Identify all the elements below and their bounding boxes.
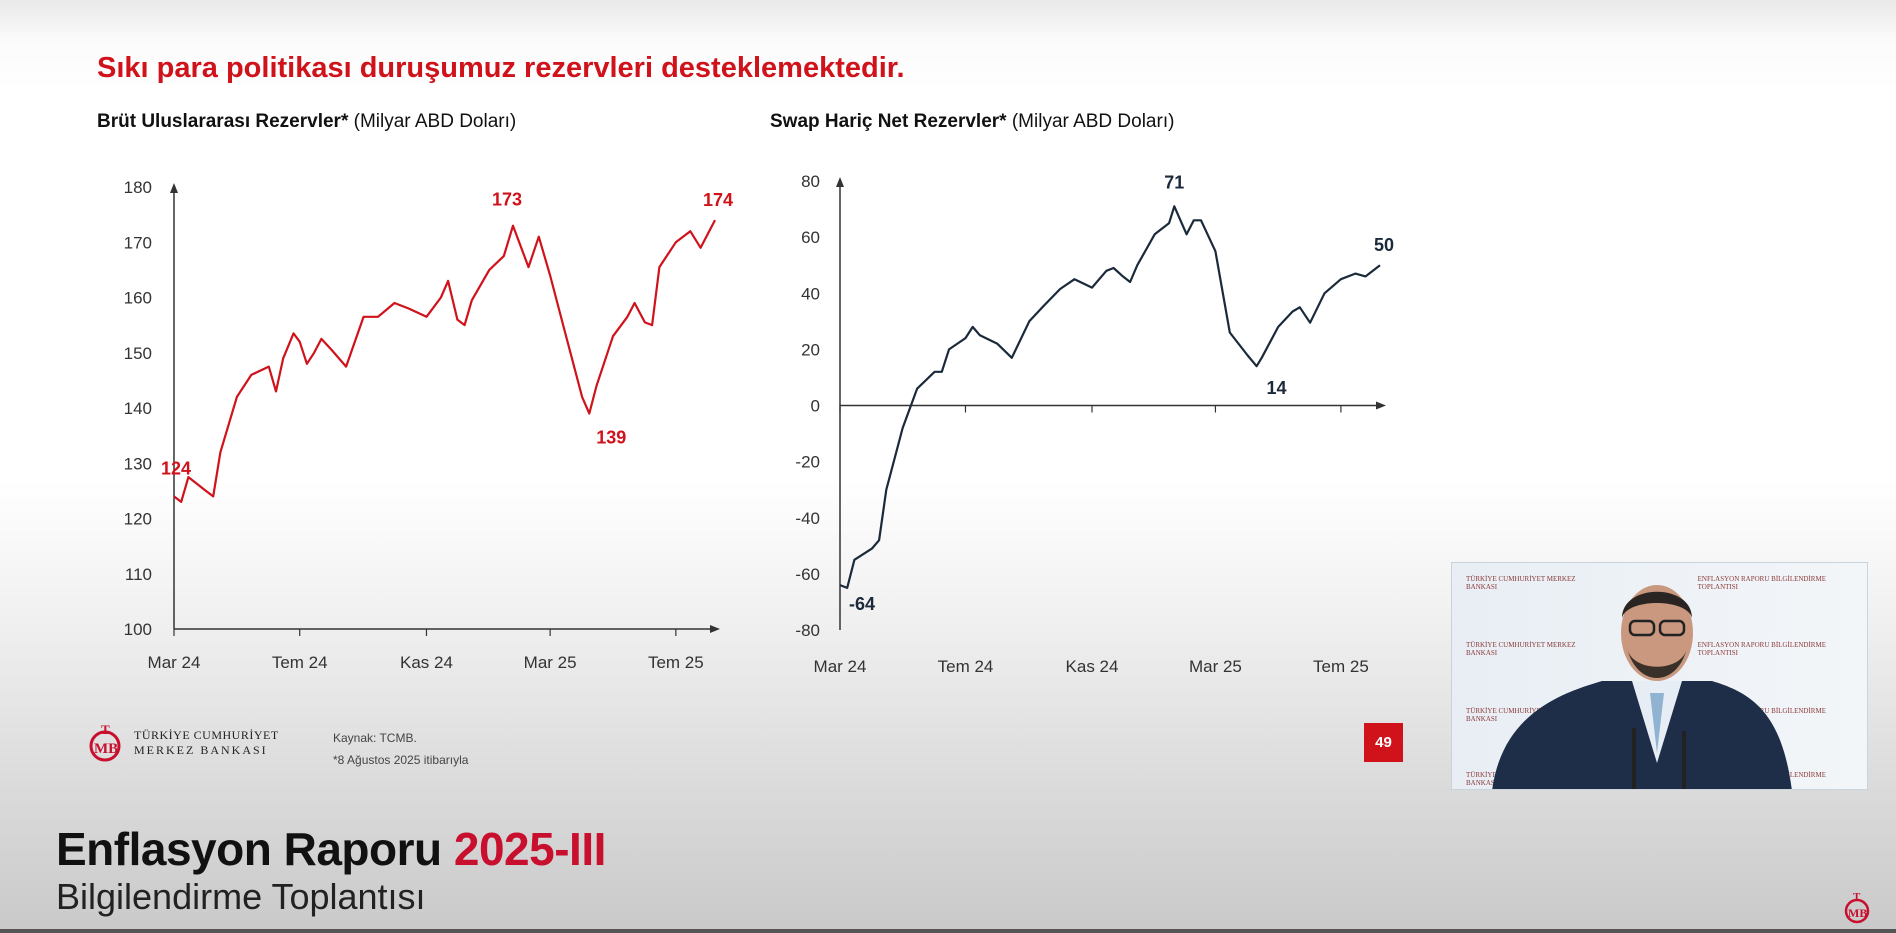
banner-title: Enflasyon Raporu 2025-III xyxy=(56,822,606,876)
y-axis-arrow-icon xyxy=(836,177,844,187)
slide-title: Sıkı para politikası duruşumuz rezervler… xyxy=(97,52,905,84)
y-tick-label: -80 xyxy=(795,621,820,640)
chart-title-bold: Swap Hariç Net Rezervler* xyxy=(770,111,1007,132)
x-axis-arrow-icon xyxy=(710,625,720,633)
x-tick-label: Kas 24 xyxy=(400,653,453,672)
x-tick-label: Kas 24 xyxy=(1066,657,1119,676)
y-tick-label: 40 xyxy=(801,284,820,303)
logo-line-1: TÜRKİYE CUMHURİYET xyxy=(134,728,279,742)
y-tick-label: 0 xyxy=(811,397,820,416)
y-tick-label: 140 xyxy=(124,399,152,418)
svg-text:T: T xyxy=(101,722,110,737)
page-number-badge: 49 xyxy=(1364,723,1403,762)
speaker-video-inset: TÜRKİYE CUMHURİYET MERKEZ BANKASI ENFLASY… xyxy=(1451,562,1868,790)
data-label: 124 xyxy=(161,458,191,478)
series-line xyxy=(839,205,1381,589)
tcmb-logo: MB T TÜRKİYE CUMHURİYET MERKEZ BANKASI xyxy=(88,722,279,764)
y-axis-arrow-icon xyxy=(170,183,178,193)
banner-subtitle: Bilgilendirme Toplantısı xyxy=(56,876,426,917)
source-text: Kaynak: TCMB. xyxy=(333,731,417,745)
x-tick-label: Tem 25 xyxy=(1313,657,1369,676)
y-tick-label: -20 xyxy=(795,453,820,472)
y-tick-label: 170 xyxy=(124,233,152,252)
x-tick-label: Mar 25 xyxy=(1189,657,1242,676)
chart-2: -80 -60 -40 -20 0 20 40 60 80 Mar 24 Tem 24 Kas 24 M… xyxy=(795,172,1394,676)
data-label: 173 xyxy=(492,190,522,210)
data-label: 71 xyxy=(1164,172,1184,192)
chart-title-unit: (Milyar ABD Doları) xyxy=(1011,111,1175,132)
y-tick-label: 80 xyxy=(801,172,820,191)
chart-1: 100 110 120 130 140 150 160 170 180 Mar 24 Tem 24 K… xyxy=(124,178,733,672)
y-tick-label: 100 xyxy=(124,620,152,639)
logo-text: TÜRKİYE CUMHURİYET MERKEZ BANKASI xyxy=(134,728,279,758)
data-label: 174 xyxy=(703,190,733,210)
y-tick-label: 110 xyxy=(125,565,152,584)
logo-line-2: MERKEZ BANKASI xyxy=(134,743,268,757)
y-tick-label: -40 xyxy=(795,509,820,528)
tcmb-emblem-icon: MB T xyxy=(88,722,128,764)
y-tick-label: 20 xyxy=(801,340,820,359)
series-line xyxy=(173,219,716,503)
chart-title-net-reserves: Swap Hariç Net Rezervler* (Milyar ABD Do… xyxy=(770,111,1174,133)
x-tick-label: Mar 25 xyxy=(524,653,577,672)
chart-title-bold: Brüt Uluslararası Rezervler* xyxy=(97,111,349,132)
y-tick-label: 150 xyxy=(124,344,152,363)
banner-title-text: Enflasyon Raporu xyxy=(56,823,442,875)
tcmb-corner-logo-icon: MB T xyxy=(1842,890,1876,926)
x-tick-label: Mar 24 xyxy=(148,653,201,672)
y-tick-label: 60 xyxy=(801,228,820,247)
x-axis-arrow-icon xyxy=(1376,401,1386,410)
y-tick-label: 130 xyxy=(124,454,152,473)
data-label: 139 xyxy=(596,428,626,448)
x-tick-label: Tem 25 xyxy=(648,653,704,672)
x-tick-label: Mar 24 xyxy=(814,657,867,676)
source-note: Kaynak: TCMB. *8 Ağustos 2025 itibarıyla xyxy=(333,727,468,771)
footnote-text: *8 Ağustos 2025 itibarıyla xyxy=(333,753,469,767)
banner-edition: 2025-III xyxy=(453,823,607,875)
y-tick-label: 180 xyxy=(124,178,152,197)
y-tick-label: 160 xyxy=(124,289,152,308)
x-tick-label: Tem 24 xyxy=(938,657,994,676)
video-progress-bar[interactable] xyxy=(0,929,1896,933)
speaker-figure xyxy=(1492,585,1792,789)
y-tick-label: -60 xyxy=(795,565,820,584)
data-label: -64 xyxy=(849,594,875,614)
data-label: 14 xyxy=(1267,378,1287,398)
y-tick-label: 120 xyxy=(124,510,152,529)
chart-title-unit: (Milyar ABD Doları) xyxy=(353,111,517,132)
svg-text:MB: MB xyxy=(94,741,118,757)
data-label: 50 xyxy=(1374,235,1394,255)
svg-text:T: T xyxy=(1853,891,1861,903)
x-tick-label: Tem 24 xyxy=(272,653,328,672)
svg-text:MB: MB xyxy=(1848,906,1867,920)
chart-title-gross-reserves: Brüt Uluslararası Rezervler* (Milyar ABD… xyxy=(97,111,516,133)
